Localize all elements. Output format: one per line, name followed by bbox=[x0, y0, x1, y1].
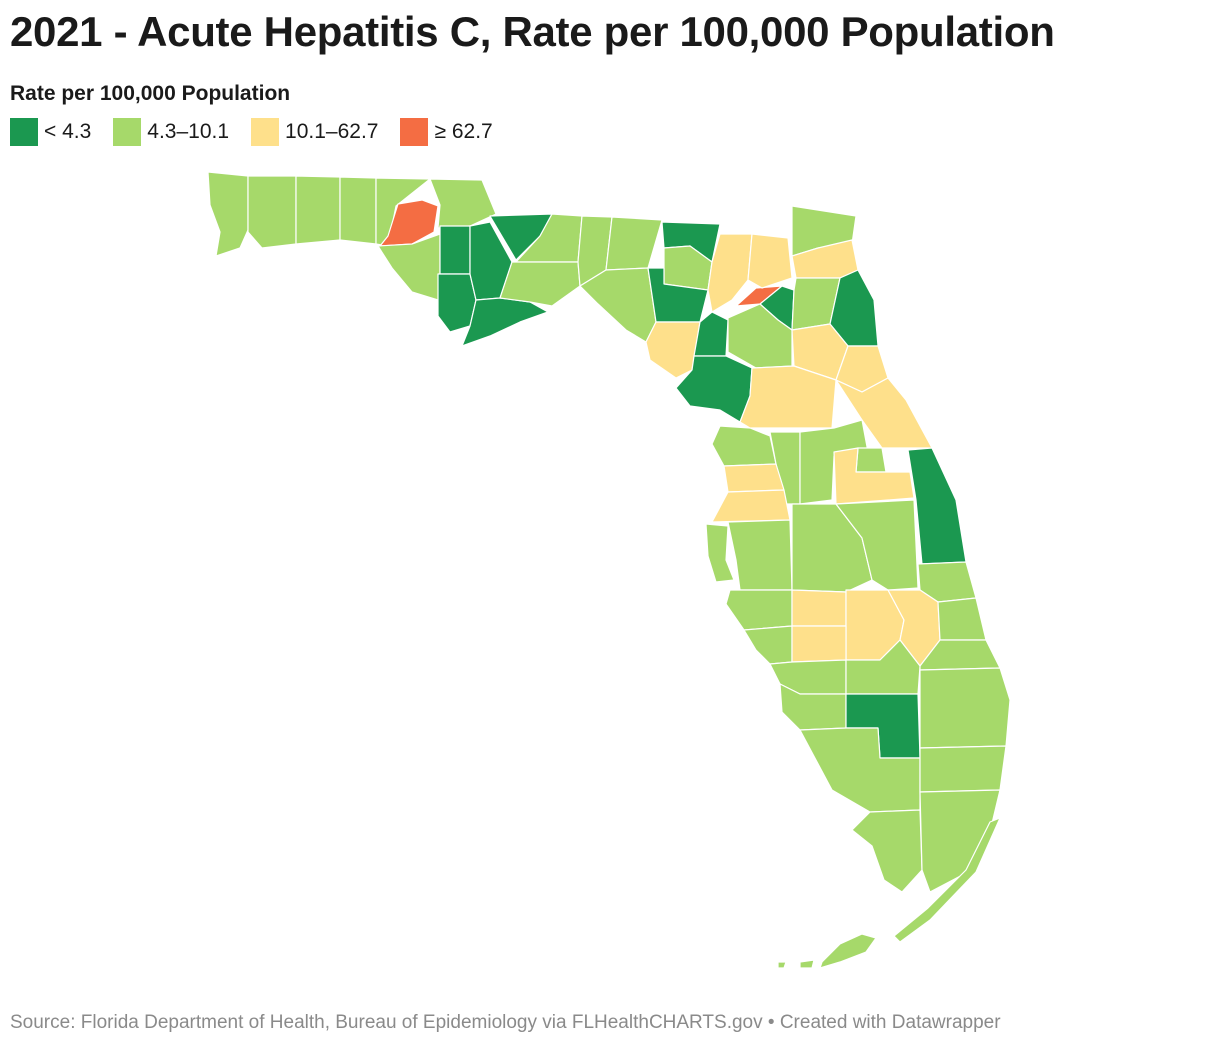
county-escambia[interactable] bbox=[207, 171, 249, 257]
county-volusia[interactable] bbox=[835, 377, 933, 449]
legend-label-low: 4.3–10.1 bbox=[147, 120, 230, 143]
county-jackson[interactable] bbox=[429, 178, 497, 229]
county-pinellas[interactable] bbox=[705, 523, 735, 583]
legend-swatch-low bbox=[113, 118, 142, 146]
county-desoto[interactable] bbox=[791, 625, 847, 663]
legend-item-low: 4.3–10.1 bbox=[113, 118, 229, 146]
florida-choropleth-map bbox=[207, 171, 1011, 969]
county-broward[interactable] bbox=[919, 745, 1007, 793]
county-monroe-mainland[interactable] bbox=[851, 809, 923, 893]
county-levy[interactable] bbox=[675, 355, 753, 423]
county-baker[interactable] bbox=[747, 233, 793, 289]
county-palm-beach[interactable] bbox=[919, 667, 1011, 749]
legend-title: Rate per 100,000 Population bbox=[10, 82, 291, 105]
source-note: Source: Florida Department of Health, Bu… bbox=[10, 1012, 1001, 1033]
legend: < 4.3 4.3–10.1 10.1–62.7 ≥ 62.7 bbox=[10, 118, 515, 146]
legend-item-high: 10.1–62.7 bbox=[251, 118, 378, 146]
county-manatee[interactable] bbox=[725, 589, 793, 631]
map-title: 2021 - Acute Hepatitis C, Rate per 100,0… bbox=[10, 8, 1055, 55]
county-hardee[interactable] bbox=[791, 589, 847, 627]
county-citrus[interactable] bbox=[711, 425, 777, 467]
legend-label-highest: ≥ 62.7 bbox=[434, 120, 493, 143]
county-calhoun[interactable] bbox=[439, 225, 471, 275]
county-hillsborough[interactable] bbox=[727, 519, 793, 591]
county-pasco[interactable] bbox=[711, 489, 791, 523]
legend-swatch-lowest bbox=[10, 118, 38, 146]
florida-keys-upper[interactable] bbox=[893, 817, 1001, 943]
county-hernando[interactable] bbox=[723, 463, 785, 493]
county-seminole[interactable] bbox=[855, 447, 887, 473]
legend-item-highest: ≥ 62.7 bbox=[400, 118, 493, 146]
florida-keys-key-west[interactable] bbox=[777, 961, 787, 969]
legend-item-lowest: < 4.3 bbox=[10, 118, 91, 146]
legend-label-lowest: < 4.3 bbox=[44, 120, 92, 143]
florida-keys-middle[interactable] bbox=[819, 933, 877, 969]
legend-swatch-high bbox=[251, 118, 280, 146]
county-marion[interactable] bbox=[739, 365, 837, 429]
florida-keys-lower[interactable] bbox=[799, 959, 815, 969]
county-sarasota[interactable] bbox=[743, 625, 793, 665]
county-alachua[interactable] bbox=[727, 303, 793, 369]
legend-swatch-highest bbox=[400, 118, 429, 146]
county-okaloosa[interactable] bbox=[295, 175, 341, 245]
county-st-lucie[interactable] bbox=[937, 597, 987, 641]
county-gilchrist[interactable] bbox=[693, 311, 729, 357]
legend-label-high: 10.1–62.7 bbox=[285, 120, 379, 143]
county-madison[interactable] bbox=[605, 216, 663, 271]
county-franklin[interactable] bbox=[461, 297, 549, 347]
county-washington-highlight[interactable] bbox=[379, 199, 439, 247]
county-walton[interactable] bbox=[339, 176, 377, 245]
county-taylor[interactable] bbox=[579, 267, 657, 343]
county-wakulla[interactable] bbox=[499, 261, 581, 307]
county-santa-rosa[interactable] bbox=[247, 175, 297, 249]
